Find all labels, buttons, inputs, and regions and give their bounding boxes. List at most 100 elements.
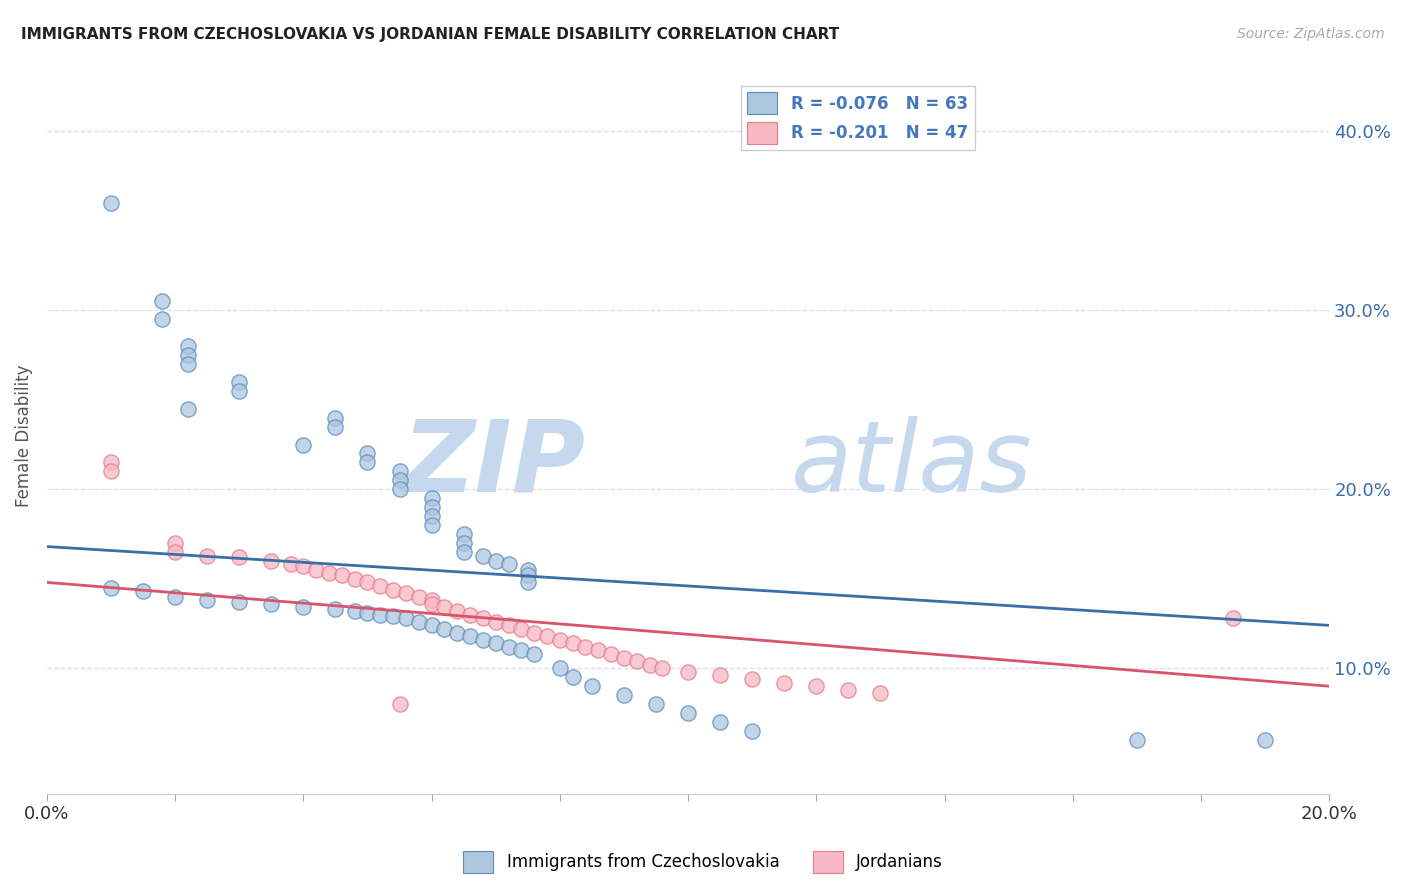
Point	[228, 384, 250, 398]
Point	[280, 558, 302, 572]
Point	[100, 455, 122, 469]
Point	[420, 593, 443, 607]
Point	[388, 483, 411, 497]
Point	[561, 636, 583, 650]
Point	[485, 554, 508, 568]
Point	[395, 611, 418, 625]
Point	[574, 640, 596, 654]
Point	[709, 668, 731, 682]
Point	[165, 545, 187, 559]
Point	[420, 518, 443, 533]
Point	[471, 549, 494, 563]
Point	[292, 437, 315, 451]
Point	[510, 622, 533, 636]
Point	[228, 550, 250, 565]
Point	[420, 597, 443, 611]
Point	[536, 629, 558, 643]
Point	[638, 657, 661, 672]
Point	[343, 572, 366, 586]
Point	[709, 714, 731, 729]
Point	[165, 536, 187, 550]
Legend: Immigrants from Czechoslovakia, Jordanians: Immigrants from Czechoslovakia, Jordania…	[457, 845, 949, 880]
Point	[356, 446, 378, 460]
Point	[420, 618, 443, 632]
Point	[458, 607, 481, 622]
Point	[330, 568, 353, 582]
Point	[388, 697, 411, 711]
Point	[485, 615, 508, 629]
Point	[420, 500, 443, 515]
Point	[1222, 611, 1244, 625]
Point	[626, 654, 648, 668]
Point	[869, 686, 891, 700]
Point	[368, 607, 391, 622]
Text: IMMIGRANTS FROM CZECHOSLOVAKIA VS JORDANIAN FEMALE DISABILITY CORRELATION CHART: IMMIGRANTS FROM CZECHOSLOVAKIA VS JORDAN…	[21, 27, 839, 42]
Point	[260, 597, 283, 611]
Point	[510, 643, 533, 657]
Point	[471, 611, 494, 625]
Point	[837, 682, 859, 697]
Y-axis label: Female Disability: Female Disability	[15, 364, 32, 507]
Point	[177, 339, 200, 353]
Point	[741, 672, 763, 686]
Point	[523, 647, 546, 661]
Point	[548, 661, 571, 675]
Point	[388, 473, 411, 487]
Point	[150, 294, 173, 309]
Point	[150, 312, 173, 326]
Point	[806, 679, 828, 693]
Point	[453, 536, 475, 550]
Point	[433, 622, 456, 636]
Point	[498, 640, 520, 654]
Point	[325, 419, 347, 434]
Point	[260, 554, 283, 568]
Point	[498, 558, 520, 572]
Point	[471, 632, 494, 647]
Point	[676, 706, 699, 720]
Text: Source: ZipAtlas.com: Source: ZipAtlas.com	[1237, 27, 1385, 41]
Point	[613, 650, 636, 665]
Point	[100, 464, 122, 478]
Point	[177, 401, 200, 416]
Point	[523, 625, 546, 640]
Point	[676, 665, 699, 679]
Point	[498, 618, 520, 632]
Point	[420, 491, 443, 506]
Point	[1254, 733, 1277, 747]
Point	[581, 679, 603, 693]
Point	[228, 375, 250, 389]
Point	[600, 647, 623, 661]
Point	[325, 602, 347, 616]
Point	[773, 675, 796, 690]
Point	[433, 600, 456, 615]
Point	[177, 348, 200, 362]
Text: ZIP: ZIP	[402, 416, 585, 513]
Point	[195, 549, 218, 563]
Text: atlas: atlas	[790, 416, 1032, 513]
Point	[516, 568, 538, 582]
Point	[356, 606, 378, 620]
Point	[132, 584, 155, 599]
Point	[446, 625, 468, 640]
Point	[368, 579, 391, 593]
Point	[343, 604, 366, 618]
Point	[388, 464, 411, 478]
Point	[645, 697, 668, 711]
Point	[420, 509, 443, 524]
Point	[548, 632, 571, 647]
Point	[325, 410, 347, 425]
Point	[458, 629, 481, 643]
Point	[453, 545, 475, 559]
Point	[395, 586, 418, 600]
Point	[516, 563, 538, 577]
Point	[382, 582, 405, 597]
Point	[100, 195, 122, 210]
Point	[165, 590, 187, 604]
Point	[588, 643, 610, 657]
Point	[613, 688, 636, 702]
Point	[382, 609, 405, 624]
Point	[516, 575, 538, 590]
Point	[100, 581, 122, 595]
Point	[228, 595, 250, 609]
Point	[408, 590, 430, 604]
